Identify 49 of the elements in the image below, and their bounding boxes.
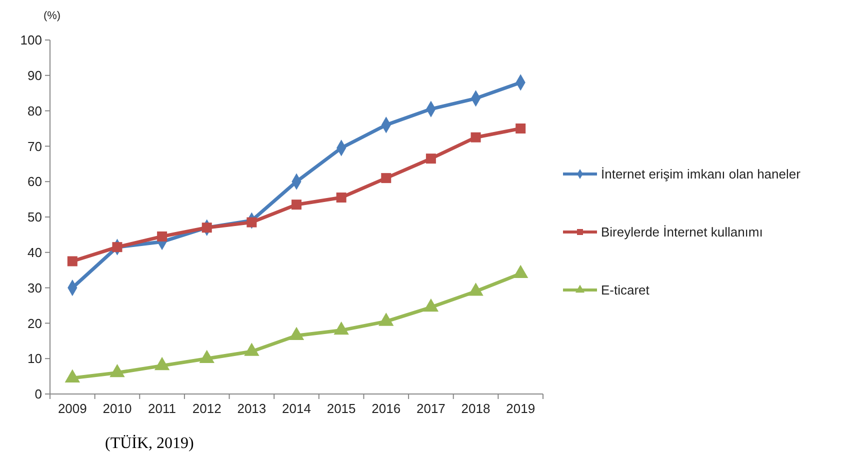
y-tick-label: 20 (28, 316, 42, 331)
x-tick-label: 2009 (58, 401, 87, 416)
x-tick-label: 2017 (416, 401, 446, 416)
y-tick-label: 60 (28, 174, 42, 190)
point (64, 369, 80, 382)
x-tick-label: 2012 (192, 401, 222, 416)
x-tick-label: 2015 (326, 401, 356, 416)
point (157, 231, 168, 242)
y-tick-label: 90 (28, 68, 42, 83)
y-tick-label: 30 (28, 280, 42, 296)
y-tick-label: 50 (28, 210, 42, 225)
point (292, 200, 302, 210)
y-tick-label: 0 (34, 386, 42, 402)
x-tick-label: 2014 (282, 401, 311, 416)
x-tick-label: 2011 (148, 401, 176, 416)
point (378, 312, 394, 326)
x-tick-label: 2010 (102, 401, 132, 416)
point (470, 132, 481, 142)
x-tick-label: 2016 (372, 401, 401, 416)
point (199, 350, 214, 363)
legend-label: E-ticaret (601, 282, 650, 298)
point (246, 217, 257, 228)
y-tick-label: 10 (28, 351, 42, 366)
y-axis-title: (%) (43, 10, 61, 22)
point (112, 242, 122, 252)
point (244, 342, 260, 356)
point (336, 192, 346, 203)
legend-label: İnternet erişim imkanı olan haneler (601, 166, 802, 182)
legend-label: Bireylerde İnternet kullanımı (601, 224, 763, 240)
point (468, 282, 484, 296)
point (381, 173, 392, 184)
point (516, 124, 526, 134)
x-tick-label: 2018 (461, 401, 490, 416)
point (512, 264, 528, 278)
x-tick-label: 2013 (237, 401, 266, 416)
y-tick-label: 100 (20, 32, 42, 48)
point (202, 222, 212, 233)
text: (TÜİK, 2019) (105, 434, 194, 452)
point (334, 322, 349, 335)
point (154, 356, 170, 370)
y-tick-label: 70 (28, 138, 42, 154)
point (423, 298, 439, 312)
y-tick-label: 40 (28, 244, 42, 260)
point (110, 364, 125, 378)
point (426, 154, 436, 164)
point (288, 326, 304, 340)
y-tick-label: 80 (28, 103, 42, 118)
x-tick-label: 2019 (506, 401, 536, 416)
point (67, 256, 78, 266)
